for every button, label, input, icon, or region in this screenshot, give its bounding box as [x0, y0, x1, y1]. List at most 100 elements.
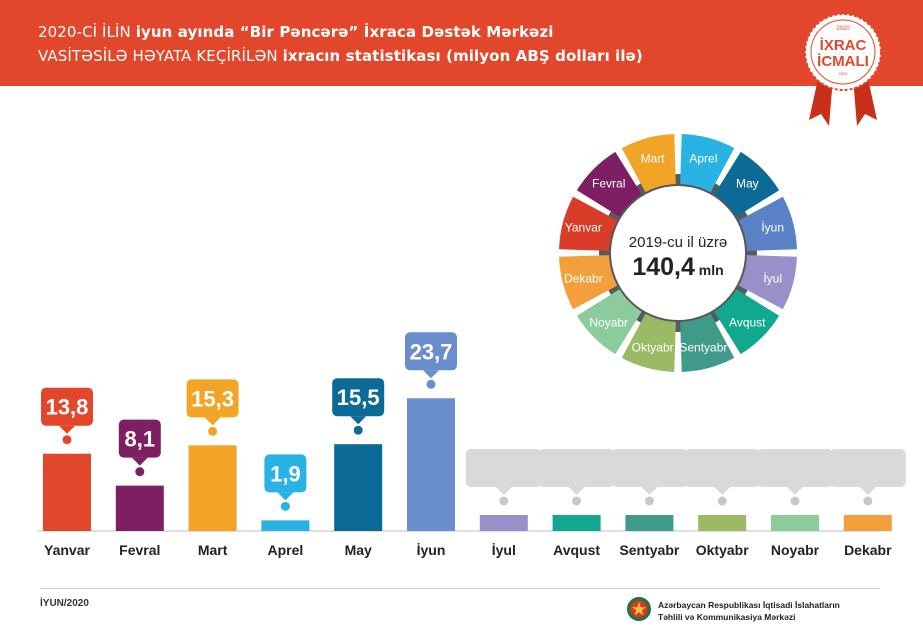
bar-3 — [261, 520, 310, 531]
badge-line-1: İXRAC — [820, 37, 867, 54]
donut-label-9: Yanvar — [565, 221, 602, 235]
value-callout-2 — [186, 379, 239, 418]
value-callout-5 — [405, 332, 457, 371]
donut-segment-1 — [714, 151, 780, 217]
donut-segment-0 — [680, 134, 735, 193]
value-callout-4 — [332, 378, 385, 417]
donut-segment-5 — [680, 313, 735, 372]
footer-date: İYUN/2020 — [40, 598, 89, 609]
value-label-1: 8,1 — [125, 427, 156, 452]
callout-dot-3 — [280, 501, 290, 511]
donut-center-value: 140,4 mln — [632, 253, 723, 281]
bar-6 — [479, 515, 528, 531]
value-callout-11 — [829, 449, 906, 487]
donut-label-6: Oktyabr — [632, 341, 674, 355]
title-line-1-bold: iyun ayında “Bir Pəncərə” İxraca Dəstək … — [135, 23, 554, 41]
category-label-5: İyun — [417, 542, 446, 558]
donut-label-0: Aprel — [689, 151, 717, 165]
callout-dot-4 — [353, 425, 363, 435]
callout-dot-8 — [644, 496, 654, 506]
donut-segment-8 — [559, 255, 618, 310]
title-line-1-caps: 2020-Cİ İLİN — [38, 23, 136, 41]
category-label-4: May — [345, 542, 372, 558]
callout-pointer-6 — [495, 487, 512, 495]
category-label-8: Sentyabr — [619, 542, 679, 558]
bar-8 — [625, 515, 674, 531]
badge-ribbon-right — [853, 74, 877, 126]
badge-subtext: 2020 — [839, 71, 849, 76]
value-callout-10 — [757, 449, 833, 487]
callout-pointer-11 — [859, 487, 876, 495]
value-callout-8 — [611, 449, 688, 487]
org-name-line-1: Azərbaycan Respublikası İqtisadi İslahat… — [658, 600, 840, 610]
category-label-0: Yanvar — [44, 542, 90, 558]
category-label-11: Dekabr — [844, 542, 892, 558]
callout-pointer-10 — [787, 487, 803, 495]
value-callout-0 — [41, 387, 93, 426]
title-line-1: 2020-Cİ İLİN iyun ayında “Bir Pəncərə” İ… — [38, 23, 554, 41]
donut-label-8: Dekabr — [564, 271, 603, 285]
bar-1 — [115, 485, 164, 531]
donut-segment-7 — [576, 289, 642, 355]
badge-line-2: İCMALI — [817, 53, 869, 70]
callout-pointer-9 — [714, 487, 731, 495]
monthly-export-chart: 13,8 Yanvar 8,1 Fevral 15,3 Mart 1,9 Aprel 15,5 M… — [37, 134, 906, 558]
donut-segment-6 — [621, 313, 676, 372]
bar-4 — [334, 444, 383, 531]
bar-2 — [188, 445, 237, 531]
donut-label-11: Mart — [641, 151, 666, 165]
title-line-2-bold: ixracın statistikası (milyon ABŞ dolları… — [282, 47, 643, 65]
callout-pointer-0 — [59, 425, 75, 434]
callout-dot-11 — [863, 496, 873, 506]
callout-dot-2 — [208, 426, 218, 436]
value-callout-9 — [684, 449, 761, 487]
bar-0 — [43, 453, 91, 531]
value-label-5: 23,7 — [410, 339, 453, 364]
category-label-9: Oktyabr — [696, 542, 749, 558]
value-label-2: 15,3 — [191, 386, 234, 411]
ixrac-icmali-badge: 2020 İXRAC İCMALI 2020 — [804, 13, 882, 126]
donut-label-2: İyun — [761, 221, 784, 235]
donut-label-4: Avqust — [729, 315, 766, 329]
bar-9 — [698, 515, 747, 531]
category-label-3: Aprel — [268, 542, 304, 558]
callout-dot-10 — [790, 496, 800, 506]
bar-10 — [771, 515, 819, 531]
bar-7 — [552, 515, 601, 531]
value-callout-7 — [538, 449, 615, 487]
value-label-4: 15,5 — [337, 385, 380, 410]
callout-dot-0 — [62, 435, 72, 445]
bar-5 — [407, 398, 455, 531]
value-label-0: 13,8 — [46, 395, 89, 420]
donut-segment-10 — [576, 151, 642, 217]
value-label-3: 1,9 — [270, 461, 301, 486]
donut-label-1: May — [736, 177, 759, 191]
badge-inner-ring — [810, 19, 876, 85]
callout-dot-1 — [135, 467, 145, 477]
callout-pointer-1 — [131, 457, 148, 466]
category-label-10: Noyabr — [771, 542, 820, 558]
donut-label-5: Sentyabr — [679, 341, 727, 355]
donut-label-10: Fevral — [592, 177, 625, 191]
donut-segment-3 — [738, 255, 797, 310]
value-callout-3 — [264, 454, 307, 493]
bar-11 — [843, 515, 892, 531]
callout-pointer-8 — [641, 487, 658, 495]
category-label-7: Avqust — [553, 542, 600, 558]
callout-pointer-4 — [350, 416, 367, 425]
donut-label-7: Noyabr — [589, 315, 628, 329]
donut-segment-2 — [738, 196, 797, 251]
header-banner: 2020-Cİ İLİN iyun ayında “Bir Pəncərə” İ… — [0, 0, 923, 86]
badge-year: 2020 — [836, 26, 850, 32]
org-name-line-2: Təhlili və Kommunikasiya Mərkəzi — [658, 612, 796, 622]
donut-segment-9 — [559, 196, 618, 251]
callout-dot-5 — [426, 379, 436, 389]
callout-pointer-5 — [423, 370, 439, 379]
state-emblem-icon — [627, 597, 651, 621]
org-name: Azərbaycan Respublikası İqtisadi İslahat… — [658, 599, 858, 623]
callout-pointer-2 — [204, 417, 221, 426]
donut-center-caption: 2019-cu il üzrə — [629, 234, 727, 251]
category-label-2: Mart — [198, 542, 228, 558]
value-callout-1 — [118, 419, 161, 458]
callout-pointer-7 — [568, 487, 585, 495]
